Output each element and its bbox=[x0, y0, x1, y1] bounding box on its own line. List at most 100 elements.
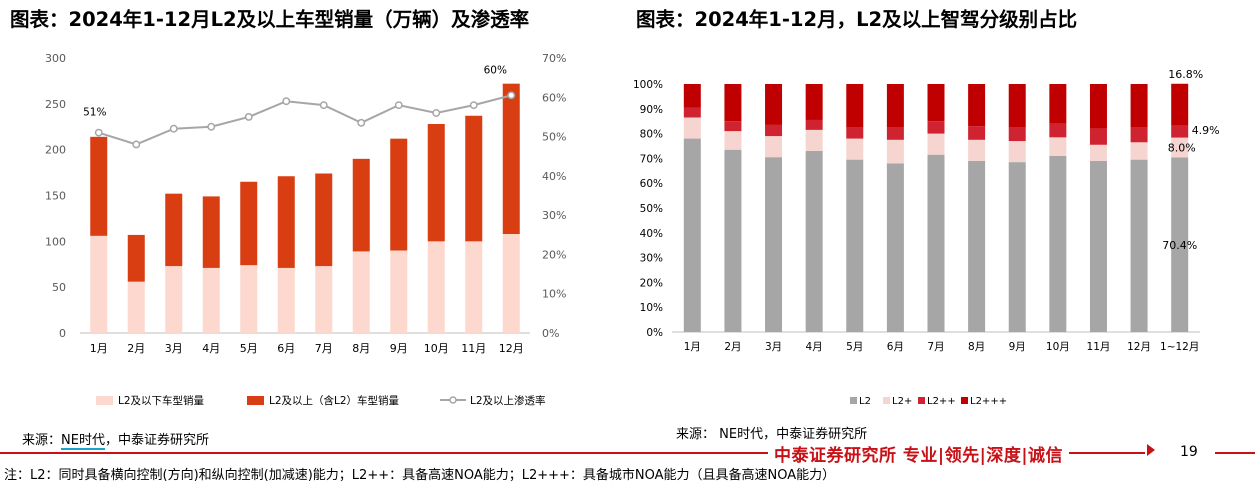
bar-l2-plus bbox=[805, 129, 823, 151]
bar-l2-plus-plus-plus bbox=[765, 84, 783, 125]
left-source-rest: ，中泰证券研究所 bbox=[104, 433, 209, 448]
x-tick-label: 12月 bbox=[1127, 341, 1151, 353]
bar-l2 bbox=[1049, 155, 1067, 332]
x-tick-label: 1月 bbox=[684, 341, 701, 353]
bar-l2-plus-plus-plus bbox=[1171, 83, 1189, 126]
y-tick-label: 150 bbox=[45, 190, 66, 203]
bar-l2-plus-plus bbox=[1130, 127, 1148, 143]
bar-l2-plus-plus-plus bbox=[927, 84, 945, 122]
bar-l2-below bbox=[240, 265, 258, 333]
bar-l2-plus bbox=[846, 138, 864, 160]
left-chart-title: 图表：2024年1-12月L2及以上车型销量（万辆）及渗透率 bbox=[10, 8, 530, 31]
x-tick-label: 9月 bbox=[390, 342, 408, 355]
bar-l2-below bbox=[465, 241, 483, 333]
y2-tick-label: 70% bbox=[542, 52, 566, 65]
bar-l2-plus-plus bbox=[846, 127, 864, 139]
bar-l2-plus-plus-plus bbox=[1008, 84, 1026, 128]
y-tick-label: 0 bbox=[59, 327, 66, 340]
bar-l2 bbox=[1171, 157, 1189, 332]
bar-l2-plus-plus bbox=[683, 107, 701, 118]
y-tick-label: 0% bbox=[646, 327, 663, 339]
bar-l2-below bbox=[315, 266, 333, 333]
x-tick-label: 4月 bbox=[806, 341, 823, 353]
bar-l2-plus bbox=[1008, 141, 1026, 163]
bar-l2-plus-plus-plus bbox=[1130, 84, 1148, 128]
bar-l2-below bbox=[165, 266, 183, 333]
right-chart-title: 图表：2024年1-12月，L2及以上智驾分级别占比 bbox=[636, 8, 1078, 31]
bar-l2 bbox=[1089, 160, 1107, 332]
bar-l2 bbox=[846, 159, 864, 332]
y-tick-label: 200 bbox=[45, 144, 66, 157]
bar-l2 bbox=[927, 154, 945, 332]
bar-l2-plus bbox=[1130, 142, 1148, 160]
bar-l2 bbox=[1130, 159, 1148, 332]
y-tick-label: 30% bbox=[640, 253, 663, 265]
penetration-rate-point bbox=[507, 91, 516, 100]
data-label-l2-plus-plus: 4.9% bbox=[1192, 124, 1220, 137]
x-tick-label: 6月 bbox=[887, 341, 904, 353]
right-level-share-chart: 0% 10% 20% 30% 40% 50% 60% 70% 80% 90% 100% 1月 2月 3月 4… bbox=[633, 68, 1220, 407]
x-tick-label: 7月 bbox=[927, 341, 944, 353]
bar-l2-plus-plus bbox=[886, 127, 904, 140]
bar-l2-below bbox=[352, 251, 370, 333]
bar-l2-plus bbox=[765, 136, 783, 158]
legend-swatch-l2-below bbox=[96, 396, 113, 405]
x-tick-label: 2月 bbox=[127, 342, 145, 355]
page-number: 19 bbox=[1180, 444, 1198, 460]
x-tick-label: 6月 bbox=[277, 342, 295, 355]
bar-l2-above bbox=[315, 173, 333, 267]
bar-l2-above bbox=[465, 115, 483, 242]
y-tick-label: 70% bbox=[640, 153, 663, 165]
bar-l2-above bbox=[165, 193, 183, 267]
legend-swatch-l2-plus bbox=[883, 397, 890, 404]
y-tick-label: 100% bbox=[633, 79, 663, 91]
bar-l2-plus bbox=[886, 139, 904, 164]
bar-l2 bbox=[886, 163, 904, 332]
bar-l2-above bbox=[240, 181, 258, 266]
bar-l2-plus bbox=[927, 133, 945, 155]
bar-l2-below bbox=[427, 241, 445, 333]
footer-divider-tail bbox=[1215, 452, 1255, 454]
y-tick-label: 50 bbox=[52, 281, 66, 294]
x-tick-label: 7月 bbox=[315, 342, 333, 355]
bar-l2 bbox=[968, 160, 986, 332]
right-source: 来源： NE时代，中泰证券研究所 bbox=[676, 427, 868, 442]
x-tick-label: 1月 bbox=[90, 342, 108, 355]
bar-l2 bbox=[765, 157, 783, 332]
bar-l2 bbox=[683, 138, 701, 332]
penetration-rate-point bbox=[432, 109, 441, 117]
left-source-prefix: 来源： bbox=[22, 433, 62, 448]
bar-l2-plus bbox=[1049, 137, 1067, 156]
bar-l2-plus-plus-plus bbox=[724, 84, 742, 122]
legend-label-l2-above: L2及以上（含L2）车型销量 bbox=[269, 394, 400, 407]
legend-marker-rate bbox=[449, 396, 457, 404]
bar-l2-below bbox=[202, 267, 220, 333]
penetration-rate-point bbox=[244, 112, 253, 121]
penetration-rate-point bbox=[169, 124, 178, 133]
footer-divider bbox=[0, 452, 1145, 454]
bar-l2-above bbox=[202, 196, 220, 268]
x-tick-label: 5月 bbox=[846, 341, 863, 353]
left-source: 来源：NE时代，中泰证券研究所 bbox=[22, 429, 209, 450]
bar-l2-below bbox=[502, 234, 520, 333]
bar-l2-plus-plus bbox=[1049, 123, 1067, 138]
legend-label-rate: L2及以上渗透率 bbox=[470, 394, 546, 407]
legend-swatch-l2-above bbox=[247, 396, 264, 405]
bar-l2 bbox=[724, 149, 742, 332]
y-tick-label: 10% bbox=[640, 302, 663, 314]
bar-l2-plus bbox=[1171, 137, 1189, 158]
bar-l2 bbox=[805, 150, 823, 332]
footnote: 注：L2：同时具备横向控制(方向)和纵向控制(加减速)能力；L2++：具备高速N… bbox=[4, 468, 836, 483]
x-tick-label: 11月 bbox=[461, 342, 486, 355]
bar-l2 bbox=[1008, 162, 1026, 332]
x-tick-label: 2月 bbox=[724, 341, 741, 353]
bar-l2-below bbox=[127, 281, 145, 333]
penetration-rate-point bbox=[319, 101, 328, 110]
bar-l2-plus-plus bbox=[968, 126, 986, 140]
footer-brand: 中泰证券研究所 专业|领先|深度|诚信 bbox=[768, 441, 1070, 466]
bar-l2-plus-plus-plus bbox=[968, 84, 986, 127]
x-tick-label: 5月 bbox=[240, 342, 258, 355]
bar-l2-plus-plus bbox=[805, 119, 823, 130]
y2-tick-label: 50% bbox=[542, 131, 566, 144]
legend-label-l2-plus-plus: L2++ bbox=[927, 396, 956, 407]
